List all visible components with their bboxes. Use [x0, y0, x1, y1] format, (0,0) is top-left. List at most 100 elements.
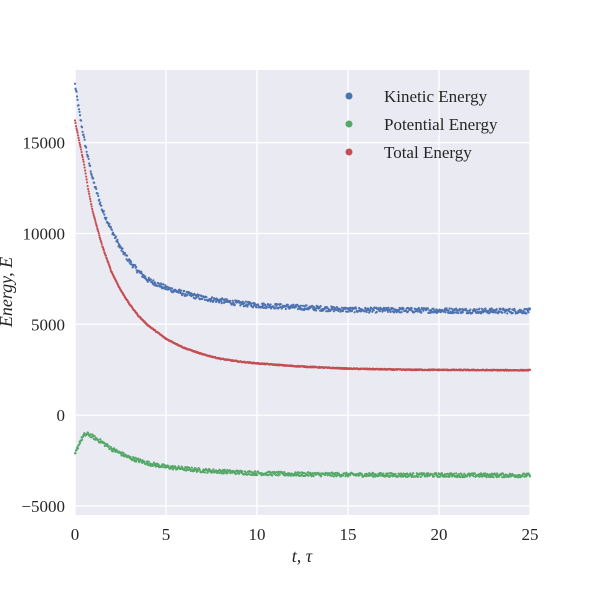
data-point [91, 210, 94, 213]
y-tick-label: 5000 [31, 315, 65, 334]
data-point [412, 472, 415, 475]
data-point [79, 146, 82, 149]
data-point [382, 306, 385, 309]
data-point [228, 468, 231, 472]
data-point [341, 474, 345, 477]
data-point [269, 303, 272, 306]
data-point [251, 306, 255, 309]
data-point [253, 470, 257, 473]
data-point [170, 467, 173, 470]
data-point [80, 438, 84, 441]
data-point [237, 299, 240, 303]
data-point [187, 468, 190, 472]
x-tick-label: 25 [522, 525, 539, 544]
data-point [108, 265, 111, 269]
data-point [369, 309, 372, 312]
data-point [381, 309, 384, 313]
data-point [85, 175, 88, 178]
data-point [496, 472, 499, 475]
data-point [394, 472, 397, 476]
data-point [296, 303, 299, 306]
data-point [83, 163, 86, 166]
data-point [114, 235, 118, 238]
data-point [432, 307, 435, 310]
data-point [75, 127, 78, 130]
data-point [109, 267, 112, 270]
data-point [528, 368, 532, 371]
data-point [83, 166, 86, 169]
data-point [79, 119, 83, 122]
legend-item: Potential Energy [345, 115, 498, 134]
data-point [76, 447, 80, 450]
data-series [73, 82, 532, 479]
data-point [468, 475, 471, 478]
data-point [196, 469, 199, 473]
data-point [234, 471, 237, 474]
data-point [498, 310, 501, 314]
data-point [307, 474, 310, 477]
data-point [226, 471, 229, 474]
data-point [73, 119, 77, 122]
data-point [83, 136, 86, 139]
data-point [405, 309, 408, 312]
data-point [396, 475, 400, 478]
data-point [459, 308, 462, 311]
legend-label: Kinetic Energy [384, 87, 488, 106]
data-point [88, 162, 91, 165]
data-point [420, 311, 423, 314]
data-point [231, 299, 234, 302]
data-point [244, 300, 247, 303]
data-point [135, 460, 138, 463]
data-point [151, 464, 154, 467]
data-point [77, 108, 81, 111]
data-point [154, 282, 157, 285]
data-point [78, 141, 81, 144]
data-point [144, 275, 147, 278]
data-point [180, 289, 183, 292]
legend-marker [345, 120, 353, 128]
data-point [98, 198, 101, 201]
data-point [197, 294, 200, 297]
legend-item: Total Energy [345, 143, 472, 162]
data-point [283, 471, 286, 474]
data-point [217, 301, 221, 304]
data-point [113, 447, 116, 450]
data-point [121, 247, 124, 250]
data-point [485, 476, 488, 479]
data-point [201, 297, 204, 300]
data-point [445, 307, 448, 310]
data-point [379, 471, 382, 475]
data-point [90, 205, 93, 208]
data-point [426, 475, 429, 478]
data-point [443, 472, 447, 476]
data-point [453, 472, 456, 475]
data-point [86, 181, 89, 184]
data-point [319, 472, 322, 475]
data-point [83, 138, 86, 141]
data-point [92, 214, 95, 217]
x-tick-label: 15 [340, 525, 357, 544]
data-point [100, 241, 103, 244]
data-point [78, 143, 82, 147]
data-point [116, 241, 120, 244]
data-point [210, 296, 214, 299]
data-point [274, 307, 277, 310]
x-tick-label: 5 [162, 525, 171, 544]
data-point [243, 301, 246, 305]
data-point [233, 303, 236, 306]
data-point [266, 306, 269, 309]
data-point [80, 126, 84, 129]
data-point [129, 455, 132, 459]
data-point [97, 232, 100, 235]
data-point [332, 475, 335, 478]
data-point [223, 468, 226, 471]
data-point [164, 284, 167, 287]
data-point [177, 291, 180, 294]
data-point [122, 451, 125, 455]
plot-area [75, 70, 530, 515]
data-point [109, 225, 112, 229]
data-point [85, 178, 88, 181]
data-point [90, 203, 93, 206]
legend-label: Total Energy [384, 143, 472, 162]
data-point [275, 473, 278, 477]
